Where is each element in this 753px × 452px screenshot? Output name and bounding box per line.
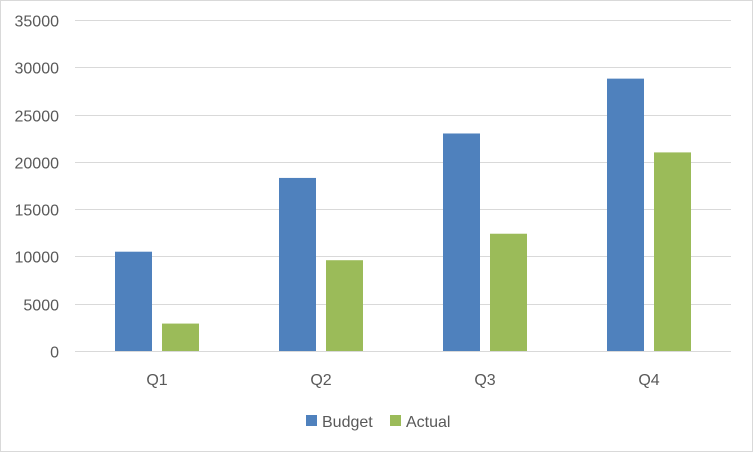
bar-budget-q2 <box>279 177 316 351</box>
bar-budget-q1 <box>115 251 152 351</box>
bar-actual-q2 <box>326 260 363 351</box>
bar-actual-q1 <box>162 323 199 351</box>
y-tick-label: 15000 <box>15 203 60 220</box>
bar-actual-q4 <box>654 152 691 351</box>
y-tick-label: 35000 <box>15 14 60 31</box>
legend-label-actual: Actual <box>406 414 450 431</box>
y-tick-label: 0 <box>50 345 59 362</box>
y-tick-label: 20000 <box>15 156 60 173</box>
legend-swatch-actual <box>390 415 401 426</box>
y-tick-label: 30000 <box>15 61 60 78</box>
y-tick-label: 10000 <box>15 250 60 267</box>
legend-label-budget: Budget <box>322 414 373 431</box>
bar-budget-q3 <box>443 133 480 351</box>
gridlines <box>75 20 731 305</box>
y-tick-label: 25000 <box>15 109 60 126</box>
x-tick-label: Q2 <box>310 372 331 389</box>
legend-swatch-budget <box>306 415 317 426</box>
x-tick-label: Q3 <box>474 372 495 389</box>
y-axis-tick-labels: 0 5000 10000 15000 20000 25000 30000 35000 <box>15 14 60 362</box>
bar-actual-q3 <box>490 233 527 351</box>
x-tick-label: Q1 <box>146 372 167 389</box>
x-tick-label: Q4 <box>638 372 659 389</box>
x-axis-tick-labels: Q1 Q2 Q3 Q4 <box>146 372 659 389</box>
bar-budget-q4 <box>607 78 644 352</box>
bars <box>115 78 691 352</box>
legend: Budget Actual <box>306 414 450 431</box>
y-tick-label: 5000 <box>23 298 59 315</box>
